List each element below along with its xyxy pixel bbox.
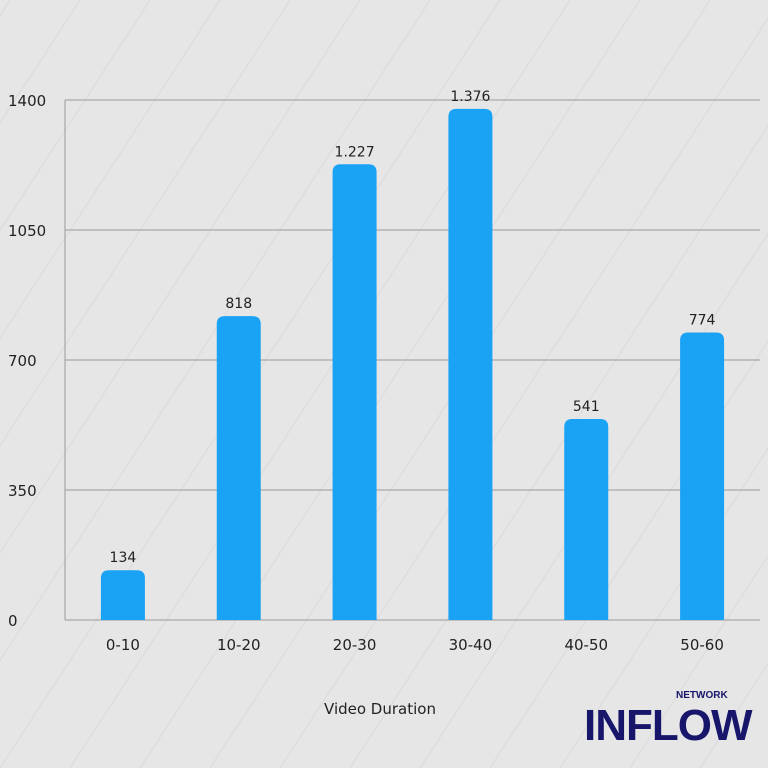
- background-stripe: [279, 17, 768, 768]
- data-label: 134: [110, 550, 137, 566]
- x-tick-label: 10-20: [217, 636, 261, 654]
- y-tick-label: 1050: [8, 222, 46, 240]
- data-label: 774: [689, 313, 716, 329]
- x-tick-label: 20-30: [333, 636, 377, 654]
- y-tick-label: 0: [8, 612, 18, 630]
- x-tick-label: 50-60: [680, 636, 724, 654]
- background-stripe: [419, 232, 768, 768]
- background-stripe: [489, 339, 768, 768]
- x-tick-label: 0-10: [106, 636, 140, 654]
- bar-40-50: [564, 419, 609, 620]
- bar-50-60: [680, 332, 725, 620]
- background-stripe: [349, 124, 768, 768]
- background-stripe: [559, 447, 768, 768]
- y-tick-label: 350: [8, 482, 37, 500]
- x-tick-label: 30-40: [449, 636, 493, 654]
- background-stripe: [0, 0, 430, 768]
- data-label: 1.376: [450, 89, 490, 105]
- y-tick-label: 700: [8, 352, 37, 370]
- background-stripe: [0, 0, 151, 232]
- bar-20-30: [332, 164, 377, 620]
- data-label: 1.227: [335, 144, 375, 160]
- y-tick-label: 1400: [8, 92, 46, 110]
- background-stripe: [139, 0, 641, 768]
- bar-10-20: [216, 316, 261, 620]
- x-tick-label: 40-50: [564, 636, 608, 654]
- x-axis-label: Video Duration: [324, 700, 436, 718]
- background-stripe: [0, 0, 291, 447]
- inflow-logo: INFLOW: [584, 701, 753, 750]
- data-label: 818: [225, 296, 252, 312]
- background-stripe: [0, 0, 221, 340]
- bar-30-40: [448, 108, 493, 621]
- bar-0-10: [100, 570, 145, 620]
- background-stripe: [629, 554, 768, 768]
- data-label: 541: [573, 399, 600, 415]
- inflow-logo-subtext: NETWORK: [676, 690, 728, 701]
- background-stripe: [0, 0, 361, 555]
